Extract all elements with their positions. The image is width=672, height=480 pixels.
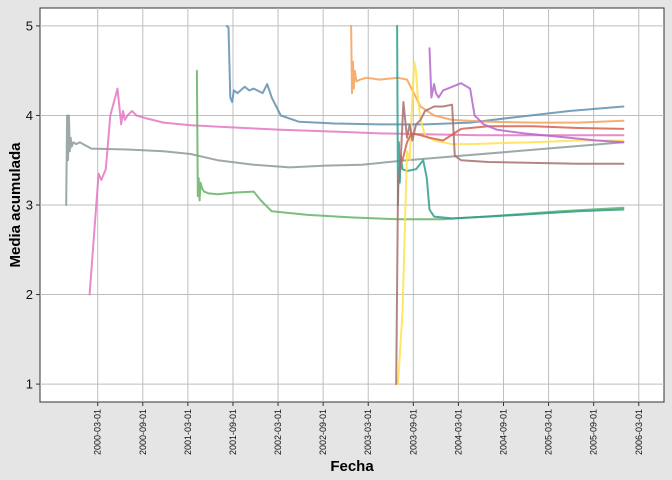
y-tick-label: 3	[26, 198, 33, 213]
series-line-serie-purpura	[428, 47, 625, 144]
y-tick-label: 5	[26, 18, 33, 33]
grid	[40, 8, 664, 402]
x-tick-label: 2002-09-01	[318, 409, 328, 455]
series-line-serie-amarilla	[397, 60, 625, 386]
series-line-serie-gris	[65, 114, 625, 206]
x-tick-label: 2005-09-01	[589, 409, 599, 455]
y-axis: 1 2 3 4 5	[26, 18, 40, 392]
series-line-serie-roja	[401, 125, 625, 162]
series-line-serie-verde	[195, 69, 625, 221]
series-line-serie-naranja	[350, 24, 625, 124]
x-axis: 2000-03-01 2000-09-01 2001-03-01 2001-09-01…	[93, 402, 644, 455]
x-tick-label: 2000-03-01	[93, 409, 103, 455]
x-tick-label: 2006-03-01	[634, 409, 644, 455]
y-tick-label: 2	[26, 287, 33, 302]
series-line-serie-rosa	[88, 87, 625, 296]
x-tick-label: 2003-03-01	[363, 409, 373, 455]
x-tick-label: 2001-03-01	[183, 409, 193, 455]
x-tick-label: 2004-03-01	[453, 409, 463, 455]
x-tick-label: 2003-09-01	[408, 409, 418, 455]
series-group	[65, 24, 625, 386]
x-tick-label: 2000-09-01	[138, 409, 148, 455]
y-axis-title: Media acumulada	[7, 142, 24, 268]
x-tick-label: 2001-09-01	[228, 409, 238, 455]
y-tick-label: 1	[26, 377, 33, 392]
x-tick-label: 2002-03-01	[273, 409, 283, 455]
series-line-serie-marron	[395, 101, 625, 386]
y-tick-label: 4	[26, 108, 33, 123]
series-line-serie-azul	[225, 24, 625, 126]
x-axis-title: Fecha	[330, 458, 374, 475]
x-tick-label: 2005-03-01	[544, 409, 554, 455]
x-tick-label: 2004-09-01	[498, 409, 508, 455]
